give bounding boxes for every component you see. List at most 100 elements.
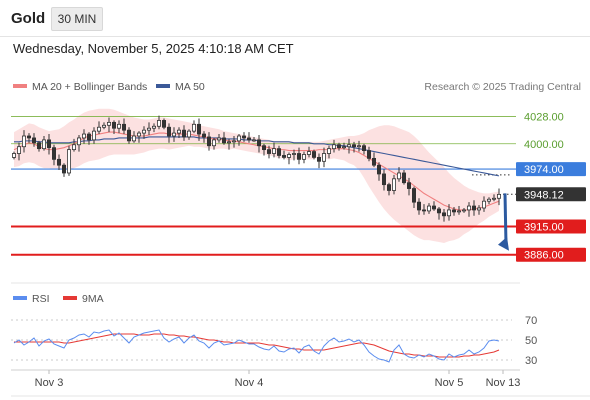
ma20-legend-swatch	[13, 84, 27, 88]
candle-up	[331, 144, 336, 150]
candle-down	[276, 148, 281, 156]
candle-up	[102, 124, 107, 128]
candle-up	[306, 151, 311, 155]
candle-down	[336, 144, 341, 149]
level-label: 3948.12	[524, 189, 564, 201]
candle-down	[451, 209, 456, 213]
candle-down	[62, 164, 67, 174]
candle-down	[386, 184, 391, 191]
candle-down	[32, 137, 37, 144]
candle-up	[136, 132, 141, 137]
candle-down	[406, 182, 411, 189]
level-label: 3915.00	[524, 221, 564, 233]
level-label-box	[516, 136, 586, 151]
candle-up	[286, 154, 291, 158]
candle-up	[291, 153, 296, 155]
candle-up	[146, 127, 151, 131]
level-label-box	[516, 187, 586, 202]
candle-down	[471, 205, 476, 211]
candle-up	[77, 137, 82, 146]
candle-up	[156, 120, 161, 127]
candle-up	[346, 144, 351, 148]
candle-up	[171, 132, 176, 137]
candle-down	[311, 151, 316, 158]
candle-up	[231, 140, 236, 143]
candle-up	[176, 129, 181, 134]
candle-up	[216, 137, 221, 141]
candle-down	[256, 139, 261, 147]
candle-up	[236, 135, 241, 142]
candle-up	[326, 148, 331, 154]
candle-up	[446, 209, 451, 217]
price-layer: 4028.00 4000.00 3974.00 3948.12 3915.00 3886.…	[11, 108, 586, 262]
candle-up	[461, 209, 466, 212]
candle-down	[161, 120, 166, 128]
level-label-box	[516, 162, 586, 177]
candle-up	[21, 135, 26, 148]
level-label-box	[516, 247, 586, 262]
candle-down	[166, 126, 171, 137]
candle-down	[57, 158, 62, 166]
candle-up	[131, 135, 136, 142]
rsi-legend-swatch	[13, 296, 27, 300]
candle-up	[476, 207, 481, 211]
candle-up	[496, 193, 501, 199]
bollinger-band	[14, 108, 499, 244]
candle-up	[391, 178, 396, 191]
candle-down	[47, 139, 52, 149]
candle-up	[426, 205, 431, 212]
candle-up	[481, 200, 486, 209]
candle-down	[221, 137, 226, 144]
candle-up	[151, 125, 156, 129]
candle-down	[26, 135, 31, 139]
candle-down	[371, 157, 376, 166]
candle-down	[441, 212, 446, 217]
candle-up	[141, 129, 146, 134]
x-tick-label: Nov 13	[486, 377, 521, 389]
candle-down	[122, 123, 127, 131]
candle-down	[366, 150, 371, 159]
candle-up	[321, 153, 326, 162]
candle-up	[67, 149, 72, 174]
candle-down	[431, 205, 436, 210]
level-label: 4000.00	[524, 139, 564, 151]
candle-down	[316, 157, 321, 162]
candle-up	[42, 139, 47, 150]
candle-up	[251, 139, 256, 142]
candle-down	[87, 133, 92, 141]
candle-up	[356, 145, 361, 148]
candle-down	[436, 208, 441, 214]
ma20-legend-label: MA 20 + Bollinger Bands	[32, 81, 147, 93]
candle-down	[127, 129, 132, 142]
x-tick-label: Nov 4	[235, 377, 264, 389]
candle-up	[301, 154, 306, 160]
ma50-legend-swatch	[156, 84, 170, 88]
forecast-arrow-head	[498, 236, 509, 251]
candle-up	[456, 210, 461, 213]
timeframe-button[interactable]: 30 MIN	[51, 7, 103, 31]
x-tick-label: Nov 3	[35, 377, 64, 389]
rsi-ma-legend-label: 9MA	[82, 293, 104, 305]
x-axis-labels: Nov 3 Nov 4 Nov 5 Nov 13	[35, 370, 521, 389]
candle-up	[396, 172, 401, 180]
candle-down	[281, 155, 286, 158]
rsi-line	[13, 329, 500, 363]
candle-down	[246, 137, 251, 141]
candle-up	[92, 130, 97, 141]
candle-down	[52, 147, 57, 160]
level-label-box	[516, 109, 586, 124]
candle-up	[211, 139, 216, 147]
candle-down	[401, 172, 406, 184]
candle-up	[72, 144, 77, 151]
candle-up	[107, 121, 112, 126]
candle-down	[37, 142, 42, 150]
rsi-tick-label: 50	[525, 335, 537, 347]
candle-down	[241, 135, 246, 139]
rsi-tick-label: 70	[525, 315, 537, 327]
rsi-legend-label: RSI	[32, 293, 50, 305]
candle-down	[411, 188, 416, 203]
candle-up	[117, 123, 122, 129]
candle-down	[201, 133, 206, 138]
candle-up	[226, 141, 231, 144]
